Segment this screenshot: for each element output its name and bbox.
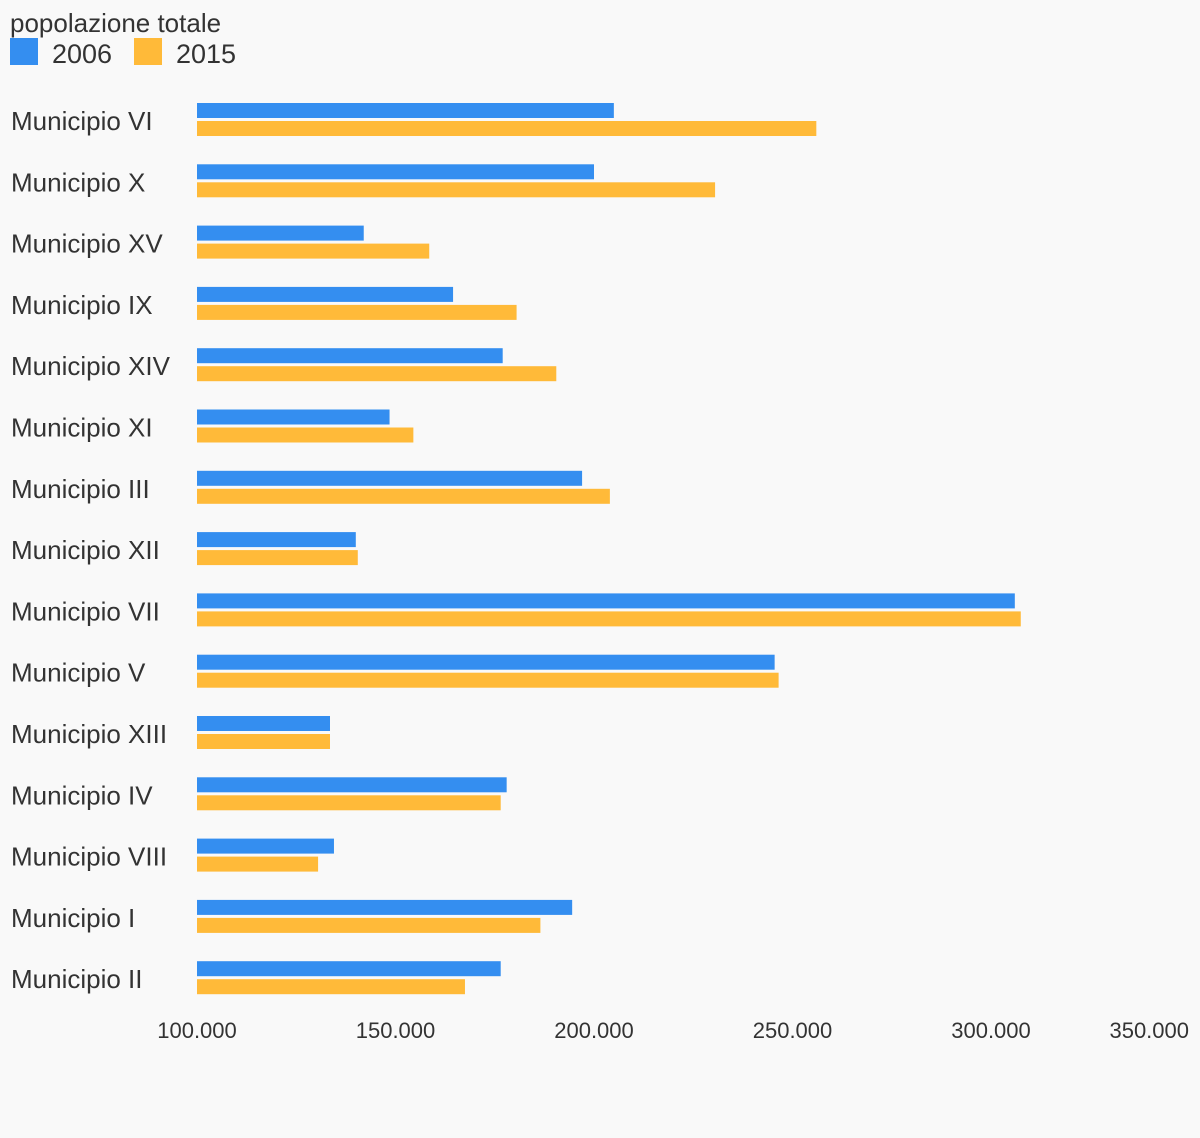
legend-swatch-2015 [134,38,162,65]
bar-2006 [197,716,330,731]
category-label: Municipio XIV [11,351,171,381]
bar-2015 [197,672,779,688]
bar-2015 [197,795,501,811]
bar-2015 [197,979,465,995]
category-label: Municipio VIII [11,842,167,872]
bar-2015 [197,611,1021,627]
bar-2006 [197,470,583,486]
legend-label-2006: 2006 [52,39,112,69]
category-label: Municipio X [11,167,145,197]
bar-2006 [197,164,594,180]
category-label: Municipio I [11,903,135,933]
category-label: Municipio XV [11,229,163,259]
category-label: Municipio II [11,964,143,994]
bar-2015 [197,488,610,504]
bar-2015 [197,121,817,136]
bar-2006 [197,777,507,793]
chart-title: popolazione totale [10,8,221,38]
bar-2006 [197,348,503,364]
x-tick-label: 250.000 [753,1018,833,1043]
bar-2006 [197,899,573,915]
bar-2006 [197,838,334,854]
x-axis: 100.000 150.000 200.000 250.000 300.000 350.0… [157,1018,1189,1043]
category-label: Municipio III [11,474,150,504]
x-tick-label: 100.000 [157,1018,237,1043]
bar-2015 [197,856,319,872]
bar-2015 [197,243,430,259]
category-label: Municipio VII [11,596,160,626]
bar-2006 [197,225,364,241]
bar-2015 [197,917,541,933]
bar-2015 [197,427,414,443]
category-label: Municipio XI [11,413,153,443]
bar-2006 [197,654,775,670]
category-label: Municipio V [11,658,146,688]
legend-label-2015: 2015 [176,39,236,69]
bar-2006 [197,409,390,425]
bars [197,103,1021,995]
category-label: Municipio XIII [11,719,167,749]
category-label: Municipio VI [11,106,153,136]
bar-2006 [197,532,356,548]
bar-2015 [197,550,358,566]
legend-swatch-2006 [10,38,38,65]
bar-2015 [197,182,716,198]
bar-2006 [197,286,454,302]
x-tick-label: 150.000 [356,1018,436,1043]
bar-2015 [197,304,517,320]
category-labels: Municipio VI Municipio X Municipio XV Munic… [11,106,171,994]
x-tick-label: 200.000 [554,1018,634,1043]
bar-2015 [197,366,557,382]
legend: 2006 2015 [10,38,236,69]
bar-2015 [197,734,330,749]
bar-2006 [197,593,1015,609]
x-tick-label: 350.000 [1109,1018,1189,1043]
bar-2006 [197,961,501,977]
category-label: Municipio XII [11,535,160,565]
x-tick-label: 300.000 [951,1018,1031,1043]
category-label: Municipio IX [11,290,153,320]
bar-2006 [197,103,614,118]
category-label: Municipio IV [11,780,153,810]
